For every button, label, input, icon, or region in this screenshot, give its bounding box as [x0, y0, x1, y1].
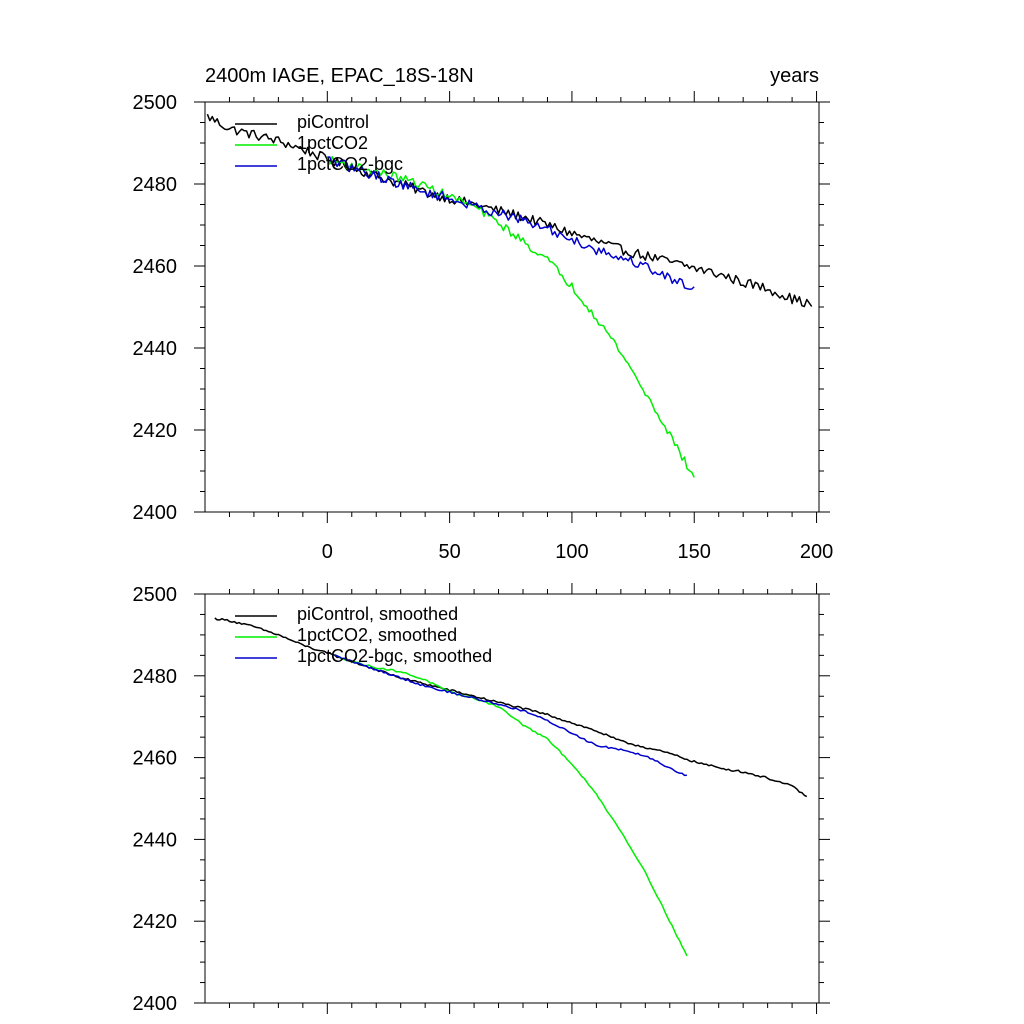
y-tick-label: 2460: [133, 256, 178, 278]
y-tick-label: 2400: [133, 993, 178, 1015]
legend-label: piControl, smoothed: [297, 604, 458, 624]
chart-title: 2400m IAGE, EPAC_18S-18N: [205, 65, 474, 87]
y-tick-label: 2460: [133, 748, 178, 770]
x-tick-label: 50: [438, 541, 460, 563]
series-line-1: [206, 113, 813, 308]
y-tick-label: 2440: [133, 338, 178, 360]
y-tick-label: 2440: [133, 829, 178, 851]
series-line-3: [327, 156, 695, 290]
x-tick-label: 0: [322, 541, 333, 563]
panel-2: 2400 2420 2440 2460 2480 2500 piControl, smoot…: [133, 583, 830, 1015]
panel-1: 2400 2420 2440 2460 2480 2500 0 50 100 150 200 2400…: [133, 65, 834, 563]
y-tick-label: 2500: [133, 584, 178, 606]
series-line-1: [214, 617, 808, 798]
legend-label: 1pctCO2-bgc: [297, 154, 403, 174]
y-tick-label: 2420: [133, 420, 178, 442]
y-tick-label: 2420: [133, 911, 178, 933]
x-tick-label: 200: [800, 541, 833, 563]
legend-label: 1pctCO2: [297, 133, 368, 153]
x-tick-label: 150: [678, 541, 711, 563]
y-tick-label: 2480: [133, 666, 178, 688]
y-tick-label: 2500: [133, 92, 178, 114]
series-line-2: [326, 155, 695, 478]
y-tick-label: 2400: [133, 502, 178, 524]
legend-label: 1pctCO2-bgc, smoothed: [297, 646, 492, 666]
legend-label: 1pctCO2, smoothed: [297, 625, 457, 645]
y-tick-label: 2480: [133, 174, 178, 196]
chart-title-right: years: [770, 65, 819, 87]
x-tick-label: 100: [555, 541, 588, 563]
legend-label: piControl: [297, 112, 369, 132]
series-line-3: [334, 654, 687, 777]
series-line-2: [334, 654, 688, 957]
